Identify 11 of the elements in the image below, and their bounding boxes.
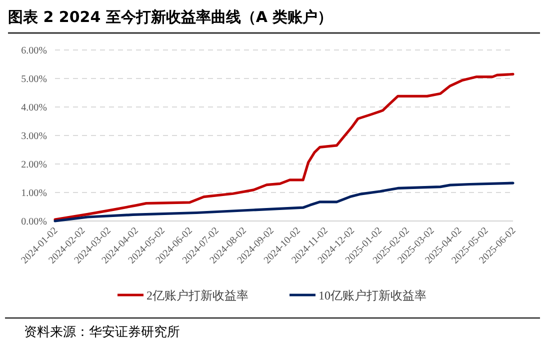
y-tick-label: 4.00% — [21, 102, 47, 114]
y-tick-label: 6.00% — [21, 46, 47, 56]
chart-title: 图表 2 2024 至今打新收益率曲线（A 类账户） — [8, 8, 333, 26]
y-tick-label: 3.00% — [21, 131, 47, 142]
y-tick-label: 2.00% — [21, 160, 47, 170]
y-tick-label: 5.00% — [21, 74, 47, 85]
legend-label: 10亿账户打新收益率 — [318, 288, 426, 302]
y-tick-label: 1.00% — [21, 188, 47, 199]
y-tick-label: 0.00% — [21, 216, 47, 228]
text: 资料来源：华安证券研究所 — [24, 324, 180, 340]
legend-label: 2亿账户打新收益率 — [146, 288, 248, 302]
